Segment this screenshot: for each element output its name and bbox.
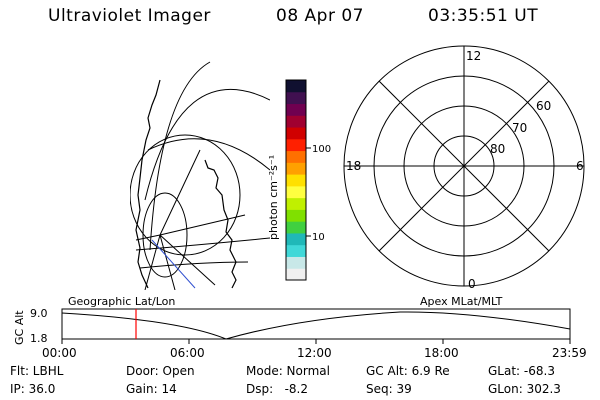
mlt-label-6: 6	[576, 159, 584, 173]
colorbar-cell	[286, 127, 306, 140]
timeline-xtick-label: 06:00	[170, 346, 205, 360]
map-meridian-line	[144, 234, 161, 290]
polar-diagonal	[378, 80, 550, 252]
colorbar: 100 10 photon cm⁻²s⁻¹	[267, 79, 331, 281]
colorbar-cell	[286, 185, 306, 199]
map-parallel-line	[135, 237, 270, 251]
map-meridian-line	[135, 234, 161, 241]
colorbar-units-label: photon cm⁻²s⁻¹	[267, 155, 280, 240]
colorbar-cell	[286, 162, 306, 175]
colorbar-cell	[286, 115, 306, 128]
map-meridian-line	[159, 149, 201, 236]
polar-plot: 12 0 18 6 60 70 80	[343, 45, 585, 291]
colorbar-cell	[286, 244, 306, 257]
map-meridian-line	[159, 214, 246, 236]
info-gc-altitude: GC Alt: 6.9 Re	[366, 364, 450, 378]
map-latitude-ring	[130, 134, 241, 256]
info-geo-longitude: GLon: 302.3	[488, 382, 561, 396]
map-latitude-ring	[142, 192, 188, 278]
map-meridian-line	[159, 234, 176, 290]
colorbar-cell	[286, 209, 306, 222]
timeline-frame	[61, 308, 571, 340]
colorbar-cell	[286, 221, 306, 234]
timeline-ymin-label: 1.8	[30, 332, 48, 345]
info-ip: IP: 36.0	[10, 382, 56, 396]
info-filter: Flt: LBHL	[10, 364, 64, 378]
colorbar-cell	[286, 174, 306, 187]
colorbar-cell	[286, 232, 306, 246]
coastline	[204, 159, 237, 289]
timeline-xtick-label: 23:59	[552, 346, 587, 360]
geographic-map	[130, 61, 270, 290]
colorbar-cell	[286, 268, 306, 281]
mlt-label-0: 0	[468, 277, 476, 291]
map-meridian-arc	[149, 61, 211, 251]
info-sequence: Seq: 39	[366, 382, 412, 396]
altitude-curve	[61, 311, 571, 340]
info-dsp: Dsp: -8.2	[246, 382, 309, 396]
info-door: Door: Open	[126, 364, 195, 378]
colorbar-cell	[286, 150, 306, 163]
map-track-line	[151, 239, 196, 289]
colorbar-tick-label: 10	[312, 232, 325, 243]
lat-label-60: 60	[536, 99, 551, 113]
timeline-right-label: Apex MLat/MLT	[420, 295, 503, 308]
app-title: Ultraviolet Imager	[48, 6, 211, 26]
map-latitude-arc	[144, 89, 270, 201]
colorbar-cell	[286, 91, 306, 105]
mlt-label-18: 18	[346, 159, 361, 173]
colorbar-cell	[286, 80, 306, 93]
map-latitude-arc	[147, 138, 270, 171]
timeline-left-label: Geographic Lat/Lon	[68, 295, 175, 308]
timeline-ymax-label: 9.0	[30, 307, 48, 320]
timeline-xtick-label: 18:00	[424, 346, 459, 360]
time-label: 03:35:51 UT	[428, 6, 539, 26]
info-mode: Mode: Normal	[246, 364, 330, 378]
map-meridian-line	[159, 234, 216, 286]
altitude-timeline: Geographic Lat/Lon Apex MLat/MLT 9.0 1.8…	[13, 295, 587, 360]
coastline	[135, 79, 161, 289]
colorbar-frame	[285, 79, 307, 281]
info-gain: Gain: 14	[126, 382, 177, 396]
timeline-xtick-label: 12:00	[297, 346, 332, 360]
lat-label-80: 80	[490, 142, 505, 156]
mlt-label-12: 12	[466, 49, 481, 63]
colorbar-cell	[286, 138, 306, 152]
date-label: 08 Apr 07	[276, 6, 364, 26]
colorbar-cell	[286, 197, 306, 210]
colorbar-cells	[286, 80, 306, 281]
colorbar-tick-label: 100	[312, 144, 331, 155]
timeline-yaxis-title: GC Alt	[13, 310, 26, 345]
lat-label-70: 70	[512, 121, 527, 135]
colorbar-cell	[286, 103, 306, 116]
map-parallel-line	[139, 261, 249, 269]
colorbar-cell	[286, 256, 306, 269]
timeline-xtick-label: 00:00	[42, 346, 77, 360]
info-geo-latitude: GLat: -68.3	[488, 364, 555, 378]
